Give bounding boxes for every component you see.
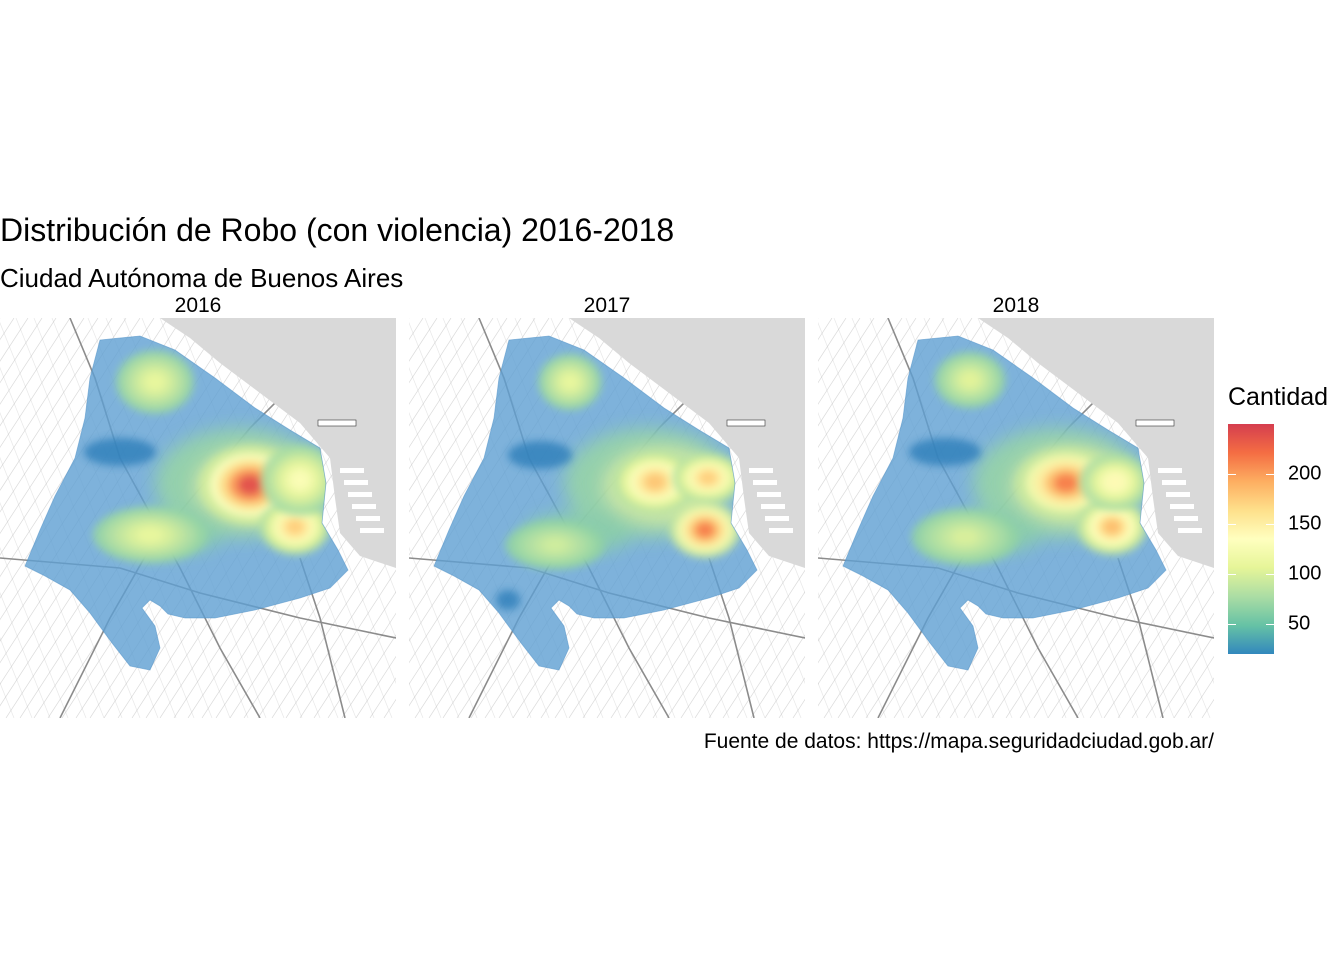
density-hotspot xyxy=(669,501,741,559)
legend-tick-mark xyxy=(1228,624,1236,625)
density-hotspot xyxy=(538,353,602,411)
legend-colorbar xyxy=(1228,424,1274,654)
density-layer xyxy=(843,336,1166,670)
legend-tick-label: 50 xyxy=(1288,612,1311,635)
density-coldspot xyxy=(496,590,520,610)
density-hotspot xyxy=(93,506,207,564)
legend-tick-label: 150 xyxy=(1288,512,1322,535)
panel-label-2018: 2018 xyxy=(992,294,1040,317)
legend-tick-label: 200 xyxy=(1288,462,1322,485)
map-svg xyxy=(0,318,396,718)
map-subtitle: Ciudad Autónoma de Buenos Aires xyxy=(0,263,404,293)
river-water xyxy=(100,318,396,568)
panel-label-2017: 2017 xyxy=(583,294,631,317)
density-coldspot xyxy=(84,438,156,466)
density-layer xyxy=(434,336,757,670)
legend-tick-mark xyxy=(1228,524,1236,525)
port-docks xyxy=(749,468,793,533)
legend-tick-mark xyxy=(1266,624,1274,625)
density-hotspot xyxy=(1076,498,1148,556)
panel-label-2016: 2016 xyxy=(174,294,222,317)
density-layer xyxy=(25,336,348,670)
legend-tick-mark xyxy=(1228,574,1236,575)
river-water xyxy=(509,318,805,568)
legend-tick-mark xyxy=(1266,574,1274,575)
map-panel-2016 xyxy=(0,318,396,718)
density-hotspot xyxy=(505,520,605,570)
density-hotspot xyxy=(672,453,744,503)
port-docks xyxy=(340,468,384,533)
density-hotspot xyxy=(911,508,1019,566)
legend-tick-label: 100 xyxy=(1288,562,1322,585)
density-hotspot xyxy=(261,444,339,516)
map-panel-2017 xyxy=(409,318,805,718)
density-hotspot xyxy=(116,350,194,414)
city-boundary xyxy=(842,335,1167,671)
map-title: Distribución de Robo (con violencia) 201… xyxy=(0,212,675,248)
data-source-caption: Fuente de datos: https://mapa.seguridadc… xyxy=(703,730,1214,753)
legend-tick-mark xyxy=(1228,474,1236,475)
density-coldspot xyxy=(508,441,572,469)
city-boundary xyxy=(433,335,758,671)
port-docks xyxy=(1158,468,1202,533)
river-water xyxy=(918,318,1214,568)
legend-title: Cantidad xyxy=(1228,383,1329,411)
map-panel-2018 xyxy=(818,318,1214,718)
density-hotspot xyxy=(1079,453,1151,511)
density-hotspot xyxy=(934,351,1006,409)
map-svg xyxy=(818,318,1214,718)
city-boundary xyxy=(24,335,349,671)
legend-tick-mark xyxy=(1266,524,1274,525)
density-coldspot xyxy=(909,438,981,466)
legend-tick-mark xyxy=(1266,474,1274,475)
map-svg xyxy=(409,318,805,718)
density-hotspot xyxy=(612,450,698,514)
